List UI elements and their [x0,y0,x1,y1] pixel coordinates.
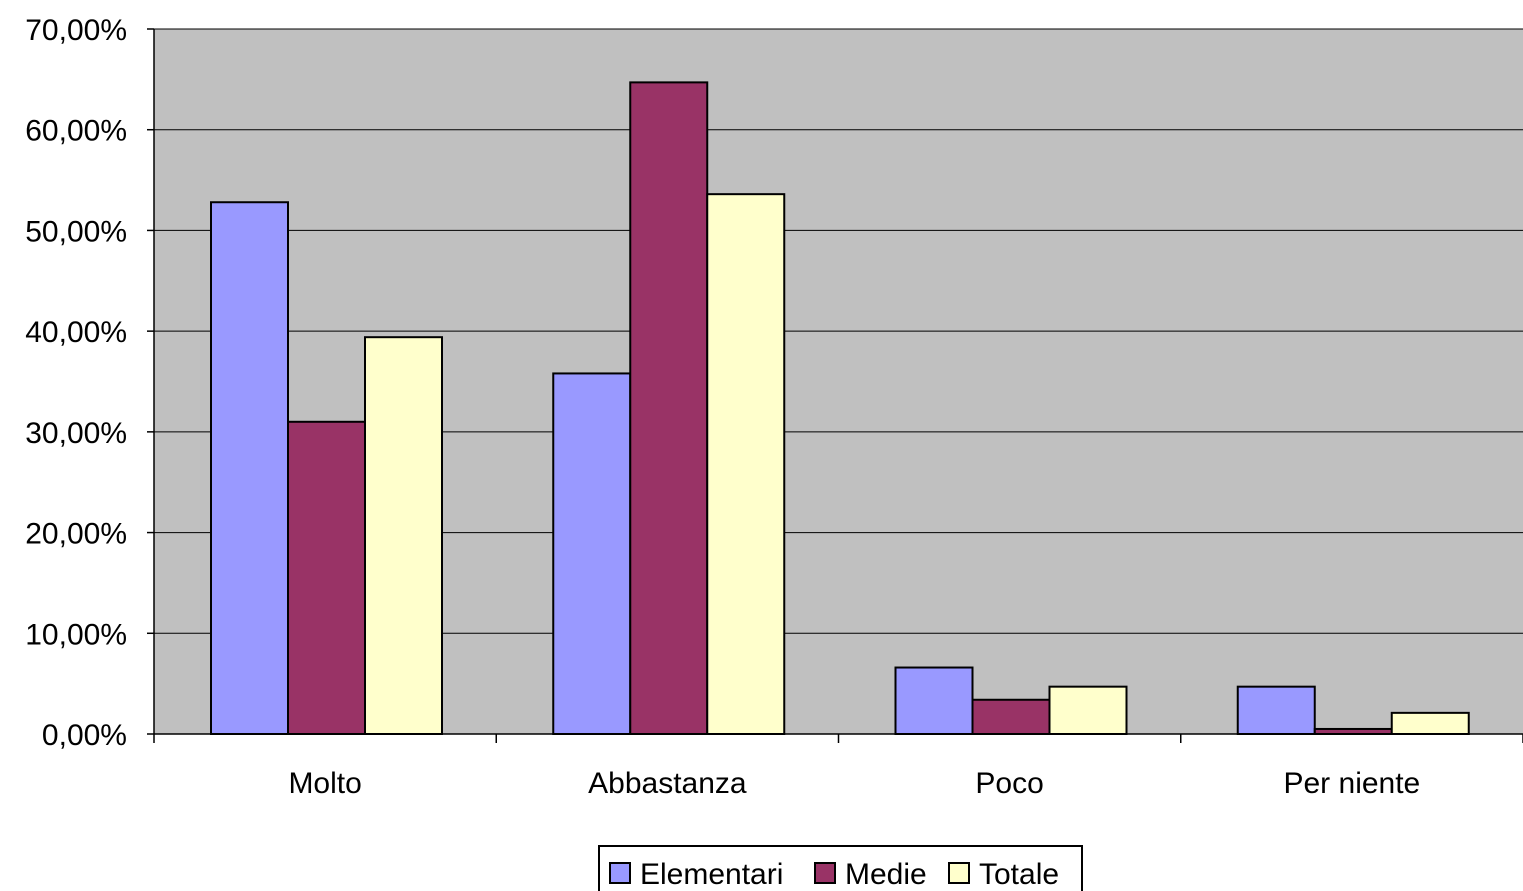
bar-totale-per-niente [1390,711,1470,735]
legend-label-totale: Totale [979,858,1059,891]
legend-label-elementari: Elementari [640,858,783,891]
x-axis-ticks: Molto Abbastanza Poco Per niente [153,734,1523,800]
legend-swatch-elementari [609,862,631,884]
y-axis-ticks: 0,00% 10,00% 20,00% 30,00% 40,00% 50,00% 60,00… [25,14,154,752]
bar-medie-molto [287,420,366,735]
legend-swatch-totale [948,862,970,884]
y-tick-label: 50,00% [25,215,127,248]
x-tick-label: Molto [288,767,361,800]
x-tick-label: Abbastanza [588,767,747,800]
bar-totale-abbastanza [706,193,786,735]
y-tick-label: 10,00% [25,618,127,651]
y-tick-label: 0,00% [42,719,127,752]
bar-elementari-molto [210,201,289,735]
y-tick-label: 30,00% [25,417,127,450]
x-tick-label: Per niente [1283,767,1420,800]
bar-medie-abbastanza [629,81,709,735]
bar-medie-per-niente [1313,727,1393,736]
bar-medie-poco [971,698,1051,735]
bar-elementari-abbastanza [552,372,632,735]
bar-elementari-per-niente [1236,685,1316,736]
x-tick-label: Poco [975,767,1043,800]
y-tick-label: 70,00% [25,14,127,47]
legend-label-medie: Medie [845,858,927,891]
bar-totale-poco [1048,685,1128,736]
y-tick-label: 40,00% [25,316,127,349]
bar-totale-molto [364,336,443,735]
bar-elementari-poco [894,666,974,735]
y-tick-label: 60,00% [25,115,127,148]
legend-box [598,845,1083,891]
y-tick-label: 20,00% [25,518,127,551]
legend-swatch-medie [814,862,836,884]
legend: Elementari Medie Totale [598,845,1083,891]
